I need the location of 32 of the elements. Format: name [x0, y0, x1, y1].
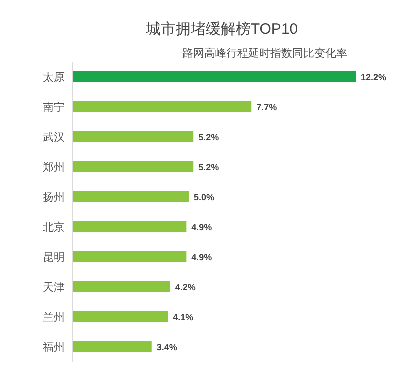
data-label: 4.9%	[192, 222, 212, 232]
y-tick-label: 郑州	[43, 161, 65, 174]
bar	[73, 102, 252, 112]
data-label: 3.4%	[156, 342, 178, 352]
chart-title: 城市拥堵缓解榜TOP10	[144, 21, 298, 38]
y-tick-label: 南宁	[43, 101, 65, 114]
y-tick-label: 福州	[43, 341, 65, 354]
data-label: 4.9%	[192, 252, 212, 262]
y-tick-label: 北京	[43, 221, 65, 234]
chart-subtitle: 路网高峰行程延时指数同比变化率	[182, 47, 348, 60]
bar	[73, 282, 170, 292]
data-label: 5.0%	[194, 192, 214, 202]
data-label: 12.2%	[361, 72, 387, 82]
bar	[73, 222, 187, 232]
bar	[73, 252, 187, 262]
bar	[73, 72, 356, 82]
data-label: 5.2%	[198, 132, 220, 142]
data-label: 5.2%	[198, 162, 220, 172]
data-label: 7.7%	[256, 102, 278, 112]
y-tick-label: 武汉	[43, 131, 65, 144]
bar	[73, 192, 189, 202]
bar	[73, 132, 194, 142]
bar	[73, 342, 152, 352]
y-tick-label: 昆明	[43, 252, 65, 264]
data-label: 4.1%	[173, 312, 194, 322]
bar	[73, 312, 168, 322]
data-label: 4.2%	[175, 282, 196, 292]
y-tick-label: 太原	[43, 71, 65, 84]
bar	[73, 162, 194, 172]
y-tick-label: 兰州	[43, 311, 65, 324]
y-tick-label: 天津	[43, 281, 65, 294]
y-tick-label: 扬州	[43, 191, 65, 204]
